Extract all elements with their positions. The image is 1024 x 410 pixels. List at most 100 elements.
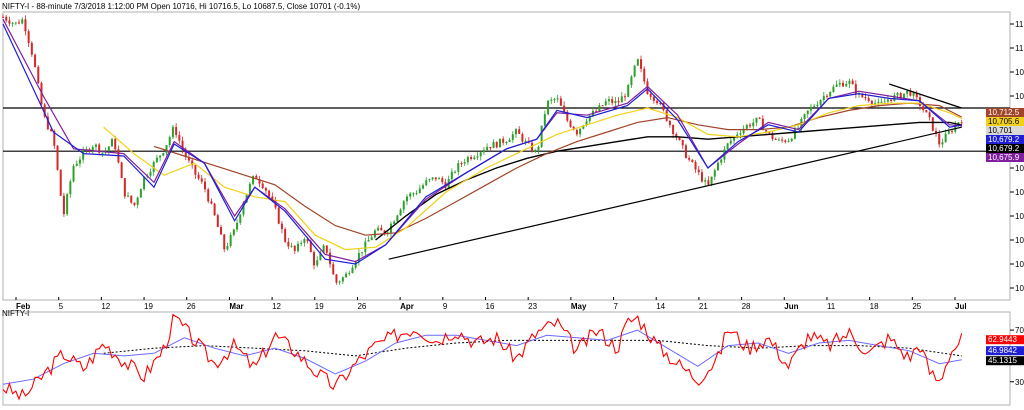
candle-body <box>178 135 181 141</box>
candle-body <box>361 252 364 254</box>
osc-value-label: 45.1315 <box>988 356 1017 365</box>
candle-body <box>24 19 27 32</box>
x-tick-label: 26 <box>187 302 196 311</box>
candle-body <box>229 235 232 247</box>
candle-body <box>415 193 418 195</box>
ma-mid-line <box>103 102 962 251</box>
candle-body <box>268 190 271 197</box>
candle-body <box>941 142 944 145</box>
candle-body <box>649 94 652 97</box>
x-tick-label: 14 <box>656 302 665 311</box>
candle-body <box>255 175 258 180</box>
candle-body <box>563 105 566 112</box>
candle-body <box>130 195 133 203</box>
candle-body <box>835 84 838 87</box>
candle-body <box>203 181 206 190</box>
candle-body <box>508 139 511 143</box>
candle-body <box>656 100 659 104</box>
candle-body <box>793 128 796 139</box>
candle-body <box>345 273 348 278</box>
candle-body <box>329 252 332 265</box>
candle-body <box>771 133 774 139</box>
candle-body <box>729 140 732 144</box>
candle-body <box>575 129 578 135</box>
candle-body <box>569 120 572 127</box>
price-label: 10,675.9 <box>988 153 1020 162</box>
candle-body <box>431 177 434 180</box>
candle-body <box>82 150 85 160</box>
candle-body <box>37 66 40 84</box>
candle-body <box>280 223 283 230</box>
candle-body <box>50 129 53 132</box>
candle-body <box>707 180 710 185</box>
candle-body <box>495 142 498 148</box>
candle-body <box>438 178 441 180</box>
candle-body <box>75 163 78 166</box>
ma-slow-line <box>153 102 962 236</box>
candle-body <box>332 264 335 275</box>
candle-body <box>434 177 437 180</box>
candle-body <box>18 22 21 24</box>
candle-body <box>296 243 299 252</box>
price-label-box <box>986 126 1024 135</box>
price-label: 10,705.6 <box>988 117 1020 126</box>
candle-body <box>867 98 870 101</box>
candle-body <box>184 149 187 158</box>
candle-body <box>354 261 357 268</box>
osc-value-box <box>986 335 1024 345</box>
candle-body <box>944 133 947 143</box>
candle-body <box>819 100 822 105</box>
candle-body <box>187 157 190 161</box>
candle-body <box>630 76 633 86</box>
candle-body <box>27 31 30 43</box>
candle-body <box>749 124 752 127</box>
candle-body <box>14 22 17 24</box>
candle-body <box>335 274 338 283</box>
candle-body <box>761 118 764 131</box>
candle-body <box>454 171 457 173</box>
y-tick-label: 11,100 <box>1015 20 1024 29</box>
candle-body <box>646 81 649 95</box>
candle-body <box>313 252 316 266</box>
candle-body <box>2 16 4 18</box>
trendline <box>388 126 962 260</box>
candle-body <box>874 102 877 104</box>
candle-body <box>425 180 428 186</box>
y-tick-label: 10,500 <box>1015 164 1024 173</box>
candle-body <box>91 146 94 152</box>
x-tick-label: 12 <box>101 302 110 311</box>
candle-body <box>928 112 931 118</box>
candle-body <box>838 82 841 85</box>
candle-body <box>553 99 556 101</box>
candle-body <box>745 124 748 129</box>
x-tick-label: 16 <box>486 302 495 311</box>
candle-body <box>197 174 200 179</box>
candle-body <box>633 65 636 77</box>
candle-body <box>149 171 152 176</box>
candle-body <box>309 241 312 253</box>
candle-body <box>675 134 678 138</box>
candle-body <box>367 240 370 242</box>
candle-body <box>880 101 883 103</box>
candle-body <box>758 117 761 119</box>
candle-body <box>797 127 800 129</box>
candle-body <box>842 82 845 87</box>
x-tick-label: Jun <box>784 302 798 311</box>
candle-body <box>636 59 639 66</box>
candle-body <box>556 98 559 100</box>
candle-body <box>877 101 880 103</box>
candle-body <box>947 131 950 134</box>
x-tick-label: 19 <box>144 302 153 311</box>
candle-body <box>348 273 351 275</box>
candle-body <box>489 146 492 149</box>
candle-body <box>261 183 264 189</box>
candle-body <box>290 245 293 247</box>
candle-body <box>181 140 184 150</box>
candle-body <box>223 234 226 250</box>
x-tick-label: May <box>571 302 587 311</box>
oscillator-title: NIFTY-I <box>2 309 29 318</box>
candle-body <box>624 96 627 98</box>
candle-body <box>136 197 139 205</box>
candle-body <box>588 115 591 122</box>
